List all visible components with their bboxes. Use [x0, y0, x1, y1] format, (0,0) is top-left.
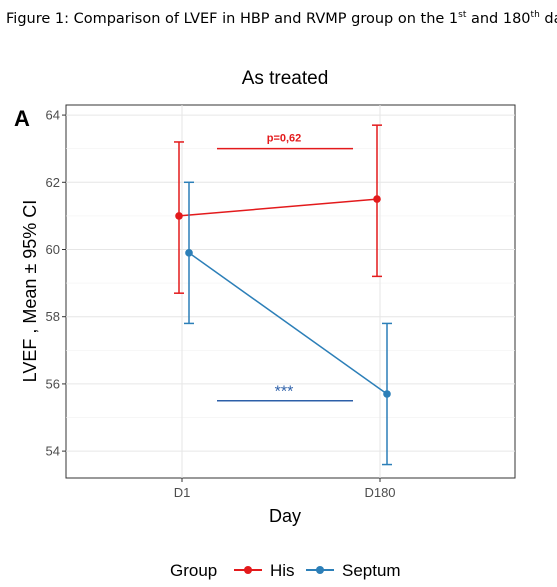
- x-axis-label: Day: [269, 506, 301, 526]
- series-line-septum: [188, 252, 388, 395]
- annotations: p=0,62 ***: [217, 133, 353, 402]
- legend-key-point: [316, 566, 324, 574]
- data-point: [373, 195, 381, 203]
- caption-superscript-1: st: [458, 10, 467, 20]
- caption-text-part-1: Figure 1: Comparison of LVEF in HBP and …: [6, 10, 459, 27]
- y-tick-label: 58: [46, 309, 60, 324]
- legend-entry-label: Septum: [342, 561, 401, 580]
- x-tick-label: D1: [174, 485, 191, 500]
- chart-title: As treated: [242, 68, 329, 89]
- caption-text-part-2: and 180: [466, 10, 531, 27]
- annotation-label: p=0,62: [267, 133, 302, 145]
- grid-lines: [66, 105, 515, 478]
- y-tick-label: 60: [46, 242, 60, 257]
- data-point: [175, 212, 183, 220]
- caption-text-part-3: day: [544, 10, 557, 27]
- caption-superscript-2: th: [530, 10, 540, 20]
- plot-panel-border: [65, 104, 516, 479]
- legend-entry-label: His: [270, 561, 295, 580]
- series-line-his: [178, 198, 378, 217]
- y-tick-label: 54: [46, 444, 60, 459]
- figure-caption: Figure 1: Comparison of LVEF in HBP and …: [6, 10, 557, 27]
- legend-title: Group: [170, 561, 217, 580]
- panel-label: A: [14, 106, 30, 131]
- x-tick-label: D180: [364, 485, 395, 500]
- legend: Group His Septum: [170, 561, 401, 580]
- y-tick-label: 56: [46, 376, 60, 391]
- chart-marks: [174, 124, 392, 466]
- data-point: [185, 249, 193, 257]
- legend-key-point: [244, 566, 252, 574]
- axes: 54 56 58 60 62 64 D1 D180: [46, 108, 396, 500]
- y-axis-label: LVEF , Mean ± 95% CI: [20, 200, 40, 383]
- y-tick-label: 64: [46, 108, 60, 123]
- y-tick-label: 62: [46, 175, 60, 190]
- annotation-label: ***: [275, 384, 294, 401]
- data-point: [383, 390, 391, 398]
